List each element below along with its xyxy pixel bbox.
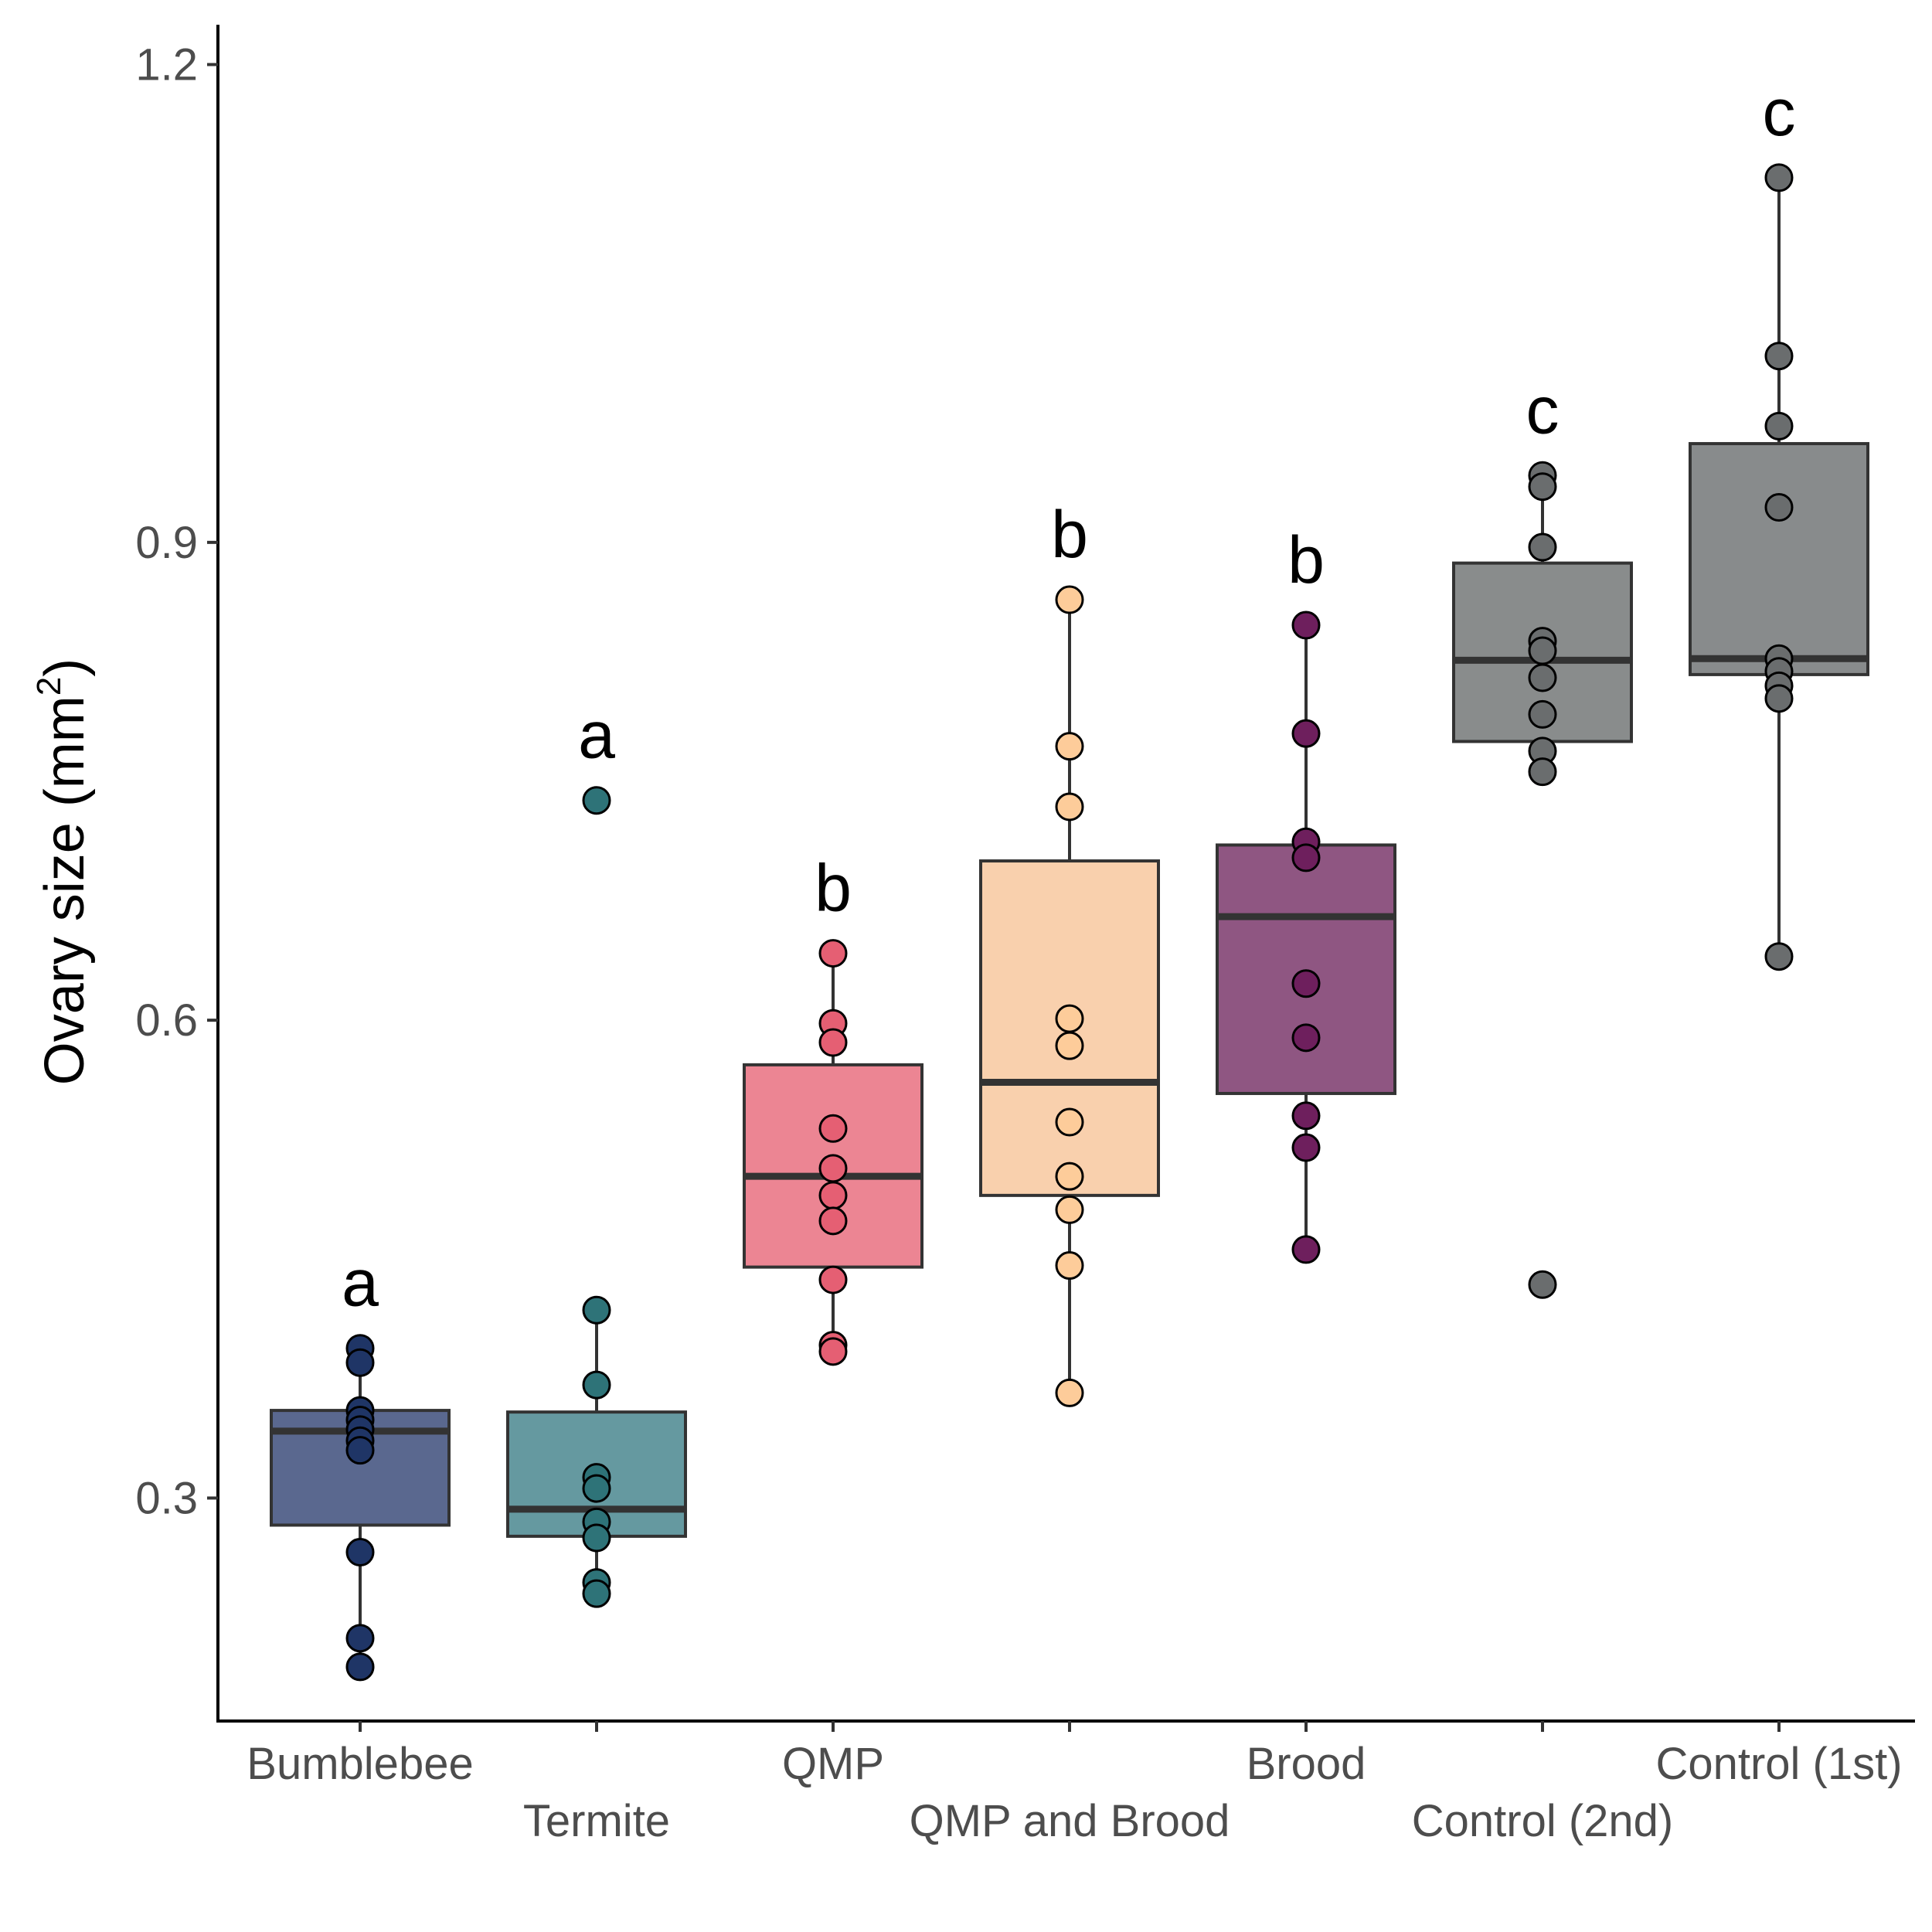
data-point — [1291, 719, 1321, 748]
data-point — [1291, 1235, 1321, 1264]
box-group-4: b — [1216, 523, 1396, 1264]
x-tick-label: Termite — [523, 1796, 670, 1846]
significance-letter: c — [1763, 76, 1796, 150]
box-group-5: c — [1452, 373, 1633, 1299]
data-point — [345, 1624, 375, 1653]
data-point — [1291, 1101, 1321, 1131]
significance-letter: c — [1526, 373, 1560, 447]
data-point — [1764, 163, 1794, 192]
y-axis-title-superscript: 2 — [30, 677, 68, 696]
x-tick-label: Brood — [1247, 1739, 1366, 1789]
data-point — [1055, 585, 1084, 614]
box — [1689, 442, 1869, 676]
data-point — [345, 1538, 375, 1567]
y-tick-label: 1.2 — [135, 40, 198, 90]
data-point — [1055, 1031, 1084, 1060]
y-axis-ticks: 0.3 0.6 0.9 1.2 — [135, 40, 218, 1523]
x-tick-label: QMP and Brood — [910, 1796, 1230, 1846]
x-tick-label: QMP — [782, 1739, 884, 1789]
data-point — [345, 1652, 375, 1682]
data-point — [818, 1114, 848, 1143]
significance-letter: b — [1051, 498, 1088, 572]
data-point — [345, 1436, 375, 1465]
box-group-6: c — [1689, 76, 1869, 971]
data-point — [1055, 792, 1084, 821]
plot-marks: a a b b b c c — [270, 76, 1869, 1682]
data-point — [818, 1154, 848, 1183]
significance-letter: b — [815, 852, 852, 926]
data-point — [1055, 1107, 1084, 1137]
data-point — [582, 1474, 611, 1503]
data-point — [1291, 1023, 1321, 1053]
box-group-2: b — [743, 852, 923, 1366]
data-point — [1528, 472, 1557, 502]
data-point — [818, 1265, 848, 1294]
x-tick-label: Bumblebee — [247, 1739, 473, 1789]
box — [1216, 843, 1396, 1095]
data-point — [1291, 611, 1321, 640]
data-point — [582, 1579, 611, 1608]
data-point — [1764, 492, 1794, 522]
x-axis-ticks: Bumblebee Termite QMP QMP and Brood Brood Con… — [247, 1721, 1903, 1846]
data-point — [818, 1181, 848, 1210]
y-tick-label: 0.6 — [135, 995, 198, 1046]
data-point — [1764, 684, 1794, 713]
data-point — [818, 939, 848, 968]
data-point — [1055, 1378, 1084, 1407]
y-axis-title: Ovary size (mm2) — [30, 658, 96, 1085]
box-group-1: a — [506, 699, 687, 1608]
data-point — [1528, 1270, 1557, 1299]
data-point — [1528, 757, 1557, 787]
data-point — [582, 1370, 611, 1400]
significance-letter: a — [578, 699, 615, 773]
box-group-0: a — [270, 1247, 451, 1682]
x-tick-label: Control (2nd) — [1412, 1796, 1673, 1846]
data-point — [1764, 411, 1794, 440]
data-point — [1528, 699, 1557, 729]
data-point — [1528, 636, 1557, 665]
y-tick-label: 0.9 — [135, 518, 198, 568]
data-point — [1055, 732, 1084, 761]
data-point — [1055, 1195, 1084, 1224]
data-point — [1055, 1251, 1084, 1281]
data-point — [1055, 1162, 1084, 1191]
data-point — [818, 1206, 848, 1236]
data-point — [1528, 532, 1557, 562]
data-point — [345, 1348, 375, 1377]
data-point — [818, 1337, 848, 1366]
data-point — [818, 1028, 848, 1057]
data-point — [1528, 663, 1557, 692]
data-point — [582, 1523, 611, 1553]
box-group-3: b — [979, 498, 1160, 1407]
data-point — [1764, 342, 1794, 371]
x-tick-label: Control (1st) — [1655, 1739, 1902, 1789]
y-tick-label: 0.3 — [135, 1473, 198, 1523]
data-point — [1291, 969, 1321, 998]
data-point — [582, 786, 611, 815]
data-point — [1291, 1133, 1321, 1162]
significance-letter: b — [1287, 523, 1325, 597]
data-point — [1055, 1004, 1084, 1033]
data-point — [582, 1295, 611, 1325]
significance-letter: a — [342, 1247, 379, 1321]
data-point — [1764, 942, 1794, 971]
data-point — [1291, 843, 1321, 872]
